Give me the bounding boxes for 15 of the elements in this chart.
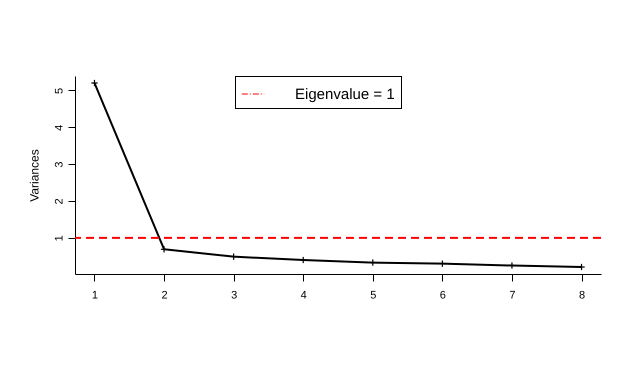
x-tick-label: 7 [509, 290, 516, 302]
x-tick-label: 3 [231, 290, 238, 302]
legend-label: Eigenvalue = 1 [295, 86, 395, 103]
y-tick-label: 2 [54, 198, 66, 205]
y-tick-label: 3 [54, 162, 66, 168]
y-tick-label: 5 [54, 88, 66, 94]
x-tick-label: 6 [440, 290, 446, 302]
x-tick-label: 8 [578, 290, 586, 302]
x-tick-label: 4 [300, 290, 307, 302]
y-tick-label: 4 [54, 124, 66, 131]
x-tick-label: 2 [161, 290, 168, 302]
y-tick-label: 1 [54, 235, 66, 242]
y-axis-title: Variances [28, 149, 42, 202]
x-tick-label: 1 [92, 290, 98, 302]
x-tick-label: 5 [370, 290, 376, 302]
